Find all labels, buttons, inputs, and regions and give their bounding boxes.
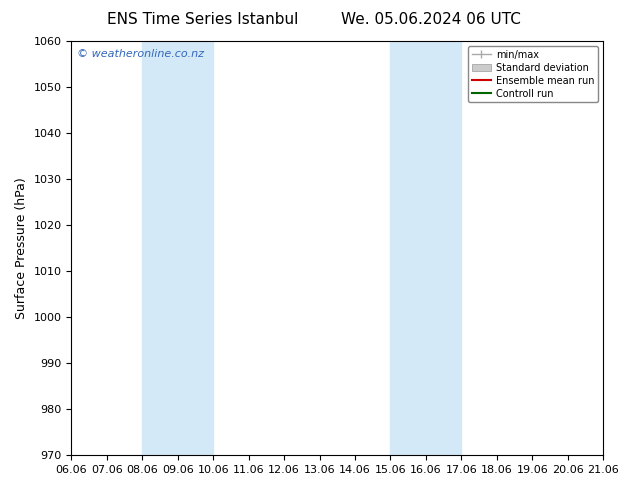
- Text: © weatheronline.co.nz: © weatheronline.co.nz: [77, 49, 204, 59]
- Y-axis label: Surface Pressure (hPa): Surface Pressure (hPa): [15, 177, 28, 319]
- Text: ENS Time Series Istanbul: ENS Time Series Istanbul: [107, 12, 299, 27]
- Text: We. 05.06.2024 06 UTC: We. 05.06.2024 06 UTC: [341, 12, 521, 27]
- Legend: min/max, Standard deviation, Ensemble mean run, Controll run: min/max, Standard deviation, Ensemble me…: [468, 46, 598, 102]
- Bar: [142, 41, 213, 455]
- Bar: [391, 41, 462, 455]
